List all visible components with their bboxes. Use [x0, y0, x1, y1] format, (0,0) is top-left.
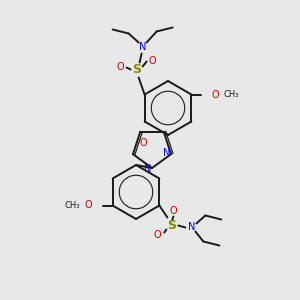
Text: S: S — [167, 219, 176, 232]
Text: S: S — [132, 63, 141, 76]
Text: N: N — [144, 164, 152, 174]
Text: CH₃: CH₃ — [65, 201, 80, 210]
Text: O: O — [117, 62, 124, 73]
Text: N: N — [163, 148, 171, 158]
Text: O: O — [169, 206, 177, 217]
Text: O: O — [149, 56, 156, 67]
Text: N: N — [139, 43, 146, 52]
Text: O: O — [212, 89, 219, 100]
Text: CH₃: CH₃ — [224, 90, 239, 99]
Text: O: O — [85, 200, 92, 211]
Text: N: N — [188, 223, 195, 232]
Text: O: O — [140, 138, 147, 148]
Text: O: O — [154, 230, 161, 241]
